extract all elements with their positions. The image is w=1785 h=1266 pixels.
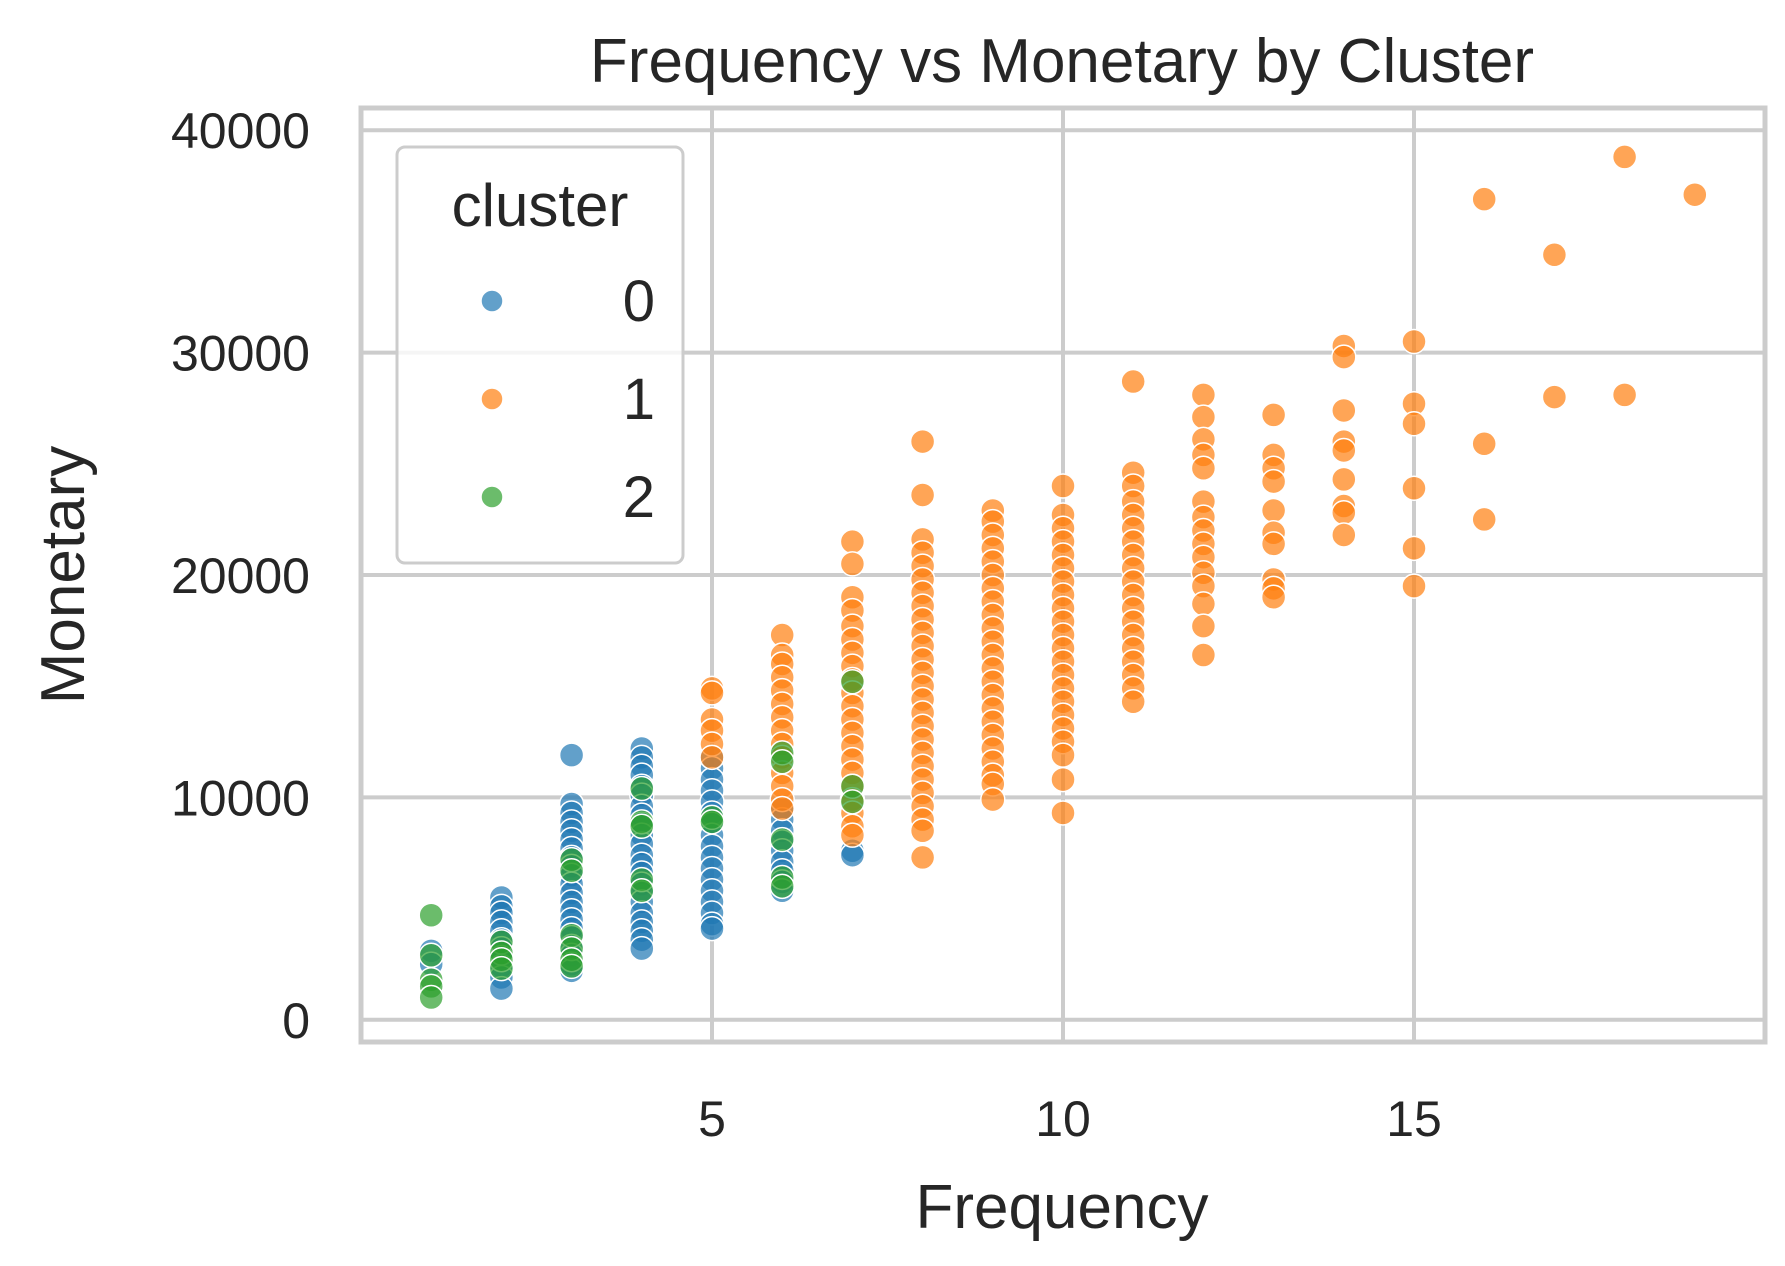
data-point [558, 742, 585, 768]
x-axis-label: Frequency [916, 1173, 1209, 1242]
x-tick-label: 10 [1035, 1091, 1091, 1147]
data-point [839, 789, 866, 815]
data-point [839, 668, 866, 695]
x-tick-label: 5 [698, 1091, 726, 1147]
y-tick-label: 40000 [171, 103, 310, 159]
y-tick-label: 20000 [171, 548, 310, 604]
data-point [1260, 531, 1287, 557]
data-point [699, 680, 725, 706]
data-point [1190, 404, 1217, 430]
data-point [1190, 642, 1217, 668]
data-point [909, 428, 936, 455]
data-point [1401, 411, 1427, 437]
data-point [629, 935, 655, 962]
data-point [769, 749, 795, 775]
y-tick-label: 0 [282, 993, 310, 1049]
data-point [1331, 344, 1357, 370]
data-point [1050, 473, 1076, 499]
data-point [769, 873, 795, 900]
data-point [909, 844, 936, 871]
y-axis-ticks: 0 10000 20000 30000 40000 [171, 103, 310, 1049]
x-axis-ticks: 5 10 15 [698, 1091, 1442, 1147]
data-point [1401, 328, 1427, 355]
data-point [699, 809, 725, 835]
legend-label: 1 [623, 367, 655, 432]
data-point [1120, 689, 1146, 715]
data-point [418, 984, 444, 1011]
data-point [1260, 584, 1287, 610]
data-point [1050, 800, 1076, 826]
legend-title: cluster [452, 172, 629, 239]
data-point [1050, 766, 1076, 793]
data-point [1331, 522, 1357, 548]
data-point [1190, 455, 1217, 482]
series-cluster-2 [418, 668, 866, 1011]
chart-title: Frequency vs Monetary by Cluster [590, 27, 1534, 96]
data-point [1260, 497, 1287, 524]
data-point [1401, 475, 1427, 502]
legend: cluster 0 1 2 [395, 145, 685, 565]
data-point [909, 817, 936, 844]
legend-label: 0 [623, 269, 655, 334]
data-point [1471, 506, 1497, 533]
data-point [1401, 535, 1427, 562]
data-point [839, 528, 866, 555]
data-point [1120, 368, 1146, 395]
legend-label: 2 [623, 465, 655, 530]
data-point [418, 942, 444, 969]
data-point [839, 551, 866, 577]
legend-box [395, 145, 685, 565]
data-points [418, 144, 1708, 1011]
data-point [1050, 742, 1076, 768]
data-point [1190, 382, 1217, 408]
data-point [699, 744, 725, 771]
data-point [1682, 181, 1708, 208]
data-point [1611, 382, 1638, 408]
x-tick-label: 15 [1386, 1091, 1442, 1147]
legend-marker [480, 387, 504, 411]
legend-marker [480, 289, 504, 313]
data-point [1401, 573, 1427, 599]
data-point [1190, 591, 1217, 617]
data-point [769, 826, 795, 853]
data-point [1331, 466, 1357, 493]
data-point [418, 902, 444, 928]
data-point [1541, 242, 1568, 268]
data-point [980, 786, 1006, 813]
data-point [558, 858, 585, 884]
data-point [1611, 144, 1638, 170]
data-point [1331, 437, 1357, 464]
data-point [839, 822, 866, 848]
y-tick-label: 30000 [171, 326, 310, 382]
y-axis-label: Monetary [29, 446, 98, 704]
data-point [1471, 186, 1497, 212]
data-point [1471, 431, 1497, 457]
data-point [1331, 499, 1357, 526]
data-point [558, 953, 585, 980]
legend-marker [480, 485, 504, 509]
y-tick-label: 10000 [171, 770, 310, 826]
data-point [699, 915, 725, 942]
data-point [1260, 468, 1287, 495]
data-point [629, 775, 655, 802]
data-point [1190, 613, 1217, 639]
data-point [1260, 402, 1287, 428]
data-point [488, 955, 515, 982]
data-point [909, 482, 936, 508]
data-point [629, 878, 655, 904]
data-point [1541, 384, 1568, 410]
data-point [629, 813, 655, 840]
data-point [1331, 397, 1357, 424]
data-point [769, 795, 795, 822]
